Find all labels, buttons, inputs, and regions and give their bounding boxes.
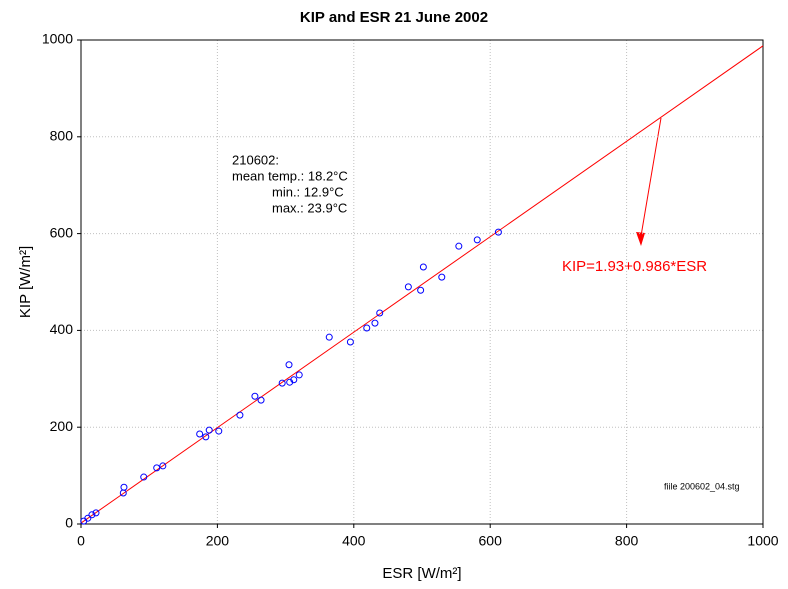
point — [84, 514, 92, 522]
point — [417, 286, 425, 294]
point — [371, 319, 379, 327]
y-axis-label: KIP [W/m²] — [17, 246, 34, 318]
point — [251, 392, 259, 400]
point — [290, 376, 298, 384]
point — [215, 427, 223, 435]
point — [140, 473, 148, 481]
x-tick-label: 1000 — [747, 533, 778, 549]
file-note: fiile 200602_04.stg — [664, 481, 740, 491]
annotation: max.: 23.9°C — [272, 200, 347, 215]
plot-frame — [80, 39, 764, 525]
point — [473, 236, 481, 244]
x-tick-label: 800 — [615, 533, 639, 549]
y-tick-label: 800 — [50, 128, 74, 144]
point — [205, 426, 213, 434]
point — [295, 371, 303, 379]
arrow — [640, 117, 662, 237]
point — [278, 379, 286, 387]
point — [202, 433, 210, 441]
point — [404, 283, 412, 291]
x-axis-label: ESR [W/m²] — [382, 565, 461, 582]
y-tick-label: 400 — [50, 321, 74, 337]
chart-title: KIP and ESR 21 June 2002 — [300, 9, 488, 26]
point — [153, 464, 161, 472]
annotation: mean temp.: 18.2°C — [232, 168, 348, 183]
point — [325, 333, 333, 341]
point — [455, 242, 463, 250]
point — [285, 361, 293, 369]
point — [346, 338, 354, 346]
y-tick-label: 0 — [65, 515, 73, 531]
point — [236, 411, 244, 419]
y-tick-label: 600 — [50, 224, 74, 240]
fit-line — [80, 45, 764, 524]
point — [438, 273, 446, 281]
fit-label: KIP=1.93+0.986*ESR — [562, 258, 707, 275]
x-tick-label: 400 — [342, 533, 366, 549]
point — [494, 228, 502, 236]
point — [363, 324, 371, 332]
annotation: min.: 12.9°C — [272, 184, 344, 199]
point — [196, 430, 204, 438]
x-tick-label: 600 — [479, 533, 503, 549]
y-tick-label: 200 — [50, 418, 74, 434]
x-tick-label: 0 — [77, 533, 85, 549]
arrow-head — [636, 232, 645, 246]
point — [376, 309, 384, 317]
point — [419, 263, 427, 271]
y-tick-label: 1000 — [42, 31, 73, 47]
point — [88, 511, 96, 519]
point — [257, 396, 265, 404]
annotation: 210602: — [232, 152, 279, 167]
point — [159, 462, 167, 470]
point — [120, 483, 128, 491]
point — [92, 509, 100, 517]
x-tick-label: 200 — [206, 533, 230, 549]
